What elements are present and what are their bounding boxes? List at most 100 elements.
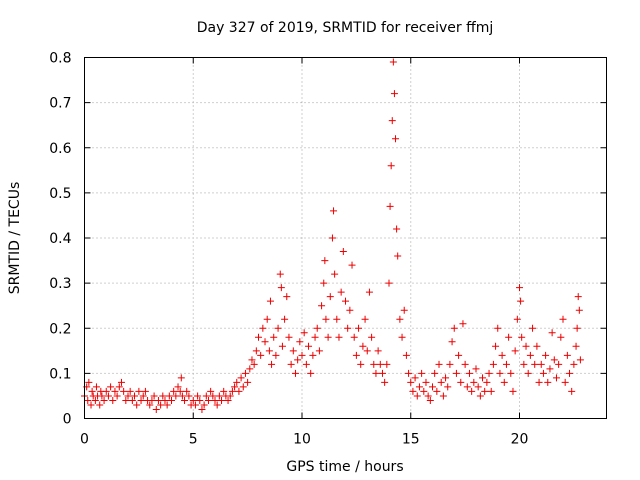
data-point: [213, 401, 221, 409]
data-point: [539, 369, 547, 377]
data-point: [455, 351, 463, 359]
data-point: [402, 351, 410, 359]
data-point: [148, 396, 156, 404]
data-point: [500, 378, 508, 386]
data-point: [113, 392, 121, 400]
data-point: [572, 342, 580, 350]
data-point: [126, 387, 134, 395]
data-point: [255, 333, 262, 341]
data-point: [513, 315, 521, 323]
data-point: [505, 333, 513, 341]
data-point: [226, 392, 234, 400]
data-point: [157, 401, 165, 409]
data-point: [411, 374, 419, 382]
data-point: [189, 396, 197, 404]
data-point: [563, 351, 571, 359]
x-tick-label: 5: [189, 432, 198, 448]
data-point: [448, 338, 456, 346]
data-point: [224, 396, 232, 404]
data-point: [218, 396, 226, 404]
data-point: [465, 369, 473, 377]
x-axis-label: GPS time / hours: [286, 459, 403, 475]
data-point: [150, 392, 158, 400]
data-point: [485, 369, 493, 377]
data-point: [385, 279, 393, 287]
data-point: [393, 225, 401, 233]
data-point: [498, 351, 506, 359]
data-point: [489, 360, 497, 368]
data-point: [337, 288, 345, 296]
data-point: [457, 378, 465, 386]
data-point: [215, 392, 223, 400]
data-point: [544, 378, 552, 386]
data-point: [198, 405, 206, 413]
data-point: [394, 252, 402, 260]
data-point: [128, 396, 136, 404]
data-point: [424, 392, 432, 400]
data-point: [361, 315, 369, 323]
data-point: [196, 396, 204, 404]
data-point: [378, 369, 386, 377]
data-point: [388, 117, 396, 125]
data-point: [461, 360, 469, 368]
data-point: [263, 315, 271, 323]
data-point: [181, 396, 189, 404]
data-point: [387, 162, 395, 170]
data-point: [272, 351, 280, 359]
data-point: [479, 374, 487, 382]
data-point: [84, 396, 92, 404]
y-tick-label: 0: [63, 412, 72, 428]
data-point: [502, 360, 510, 368]
data-point: [537, 360, 545, 368]
x-tick-label: 10: [293, 432, 311, 448]
data-point: [274, 324, 282, 332]
data-point: [433, 387, 441, 395]
data-point: [154, 396, 162, 404]
data-point: [115, 383, 123, 391]
data-point: [298, 351, 306, 359]
data-point: [246, 365, 254, 373]
y-tick-label: 0.1: [49, 366, 71, 382]
x-axis-ticks: 0 5 10 15 20: [80, 57, 529, 448]
data-point: [204, 396, 212, 404]
data-point: [159, 392, 167, 400]
data-point: [520, 360, 528, 368]
data-point: [265, 347, 273, 355]
data-point: [135, 387, 143, 395]
data-point: [420, 387, 428, 395]
data-point: [422, 378, 430, 386]
data-point: [368, 333, 376, 341]
data-point: [386, 202, 394, 210]
data-point: [239, 383, 247, 391]
data-point: [559, 315, 567, 323]
data-point: [250, 360, 258, 368]
data-point: [98, 392, 106, 400]
data-point: [268, 360, 276, 368]
data-point: [370, 360, 378, 368]
data-point: [117, 378, 125, 386]
data-point: [122, 396, 130, 404]
data-point: [405, 369, 413, 377]
data-point: [450, 324, 458, 332]
data-point: [348, 261, 356, 269]
data-point: [176, 387, 184, 395]
data-point: [418, 369, 426, 377]
data-point: [228, 387, 236, 395]
data-point: [381, 378, 389, 386]
data-point: [415, 383, 423, 391]
data-point: [237, 374, 245, 382]
data-point: [442, 374, 450, 382]
x-tick-label: 20: [511, 432, 529, 448]
data-point: [392, 135, 400, 143]
data-point: [139, 392, 147, 400]
data-point: [296, 338, 304, 346]
chart-title: Day 327 of 2019, SRMTID for receiver ffm…: [197, 20, 494, 36]
data-point: [91, 396, 99, 404]
data-point: [307, 369, 315, 377]
data-point: [344, 324, 352, 332]
data-point: [546, 365, 554, 373]
data-point: [277, 284, 285, 292]
data-point: [494, 324, 502, 332]
data-point: [524, 369, 532, 377]
